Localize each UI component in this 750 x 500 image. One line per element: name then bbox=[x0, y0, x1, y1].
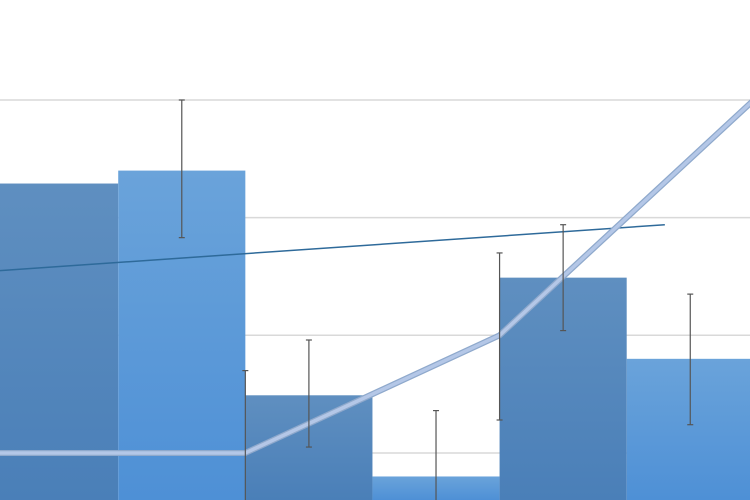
trendline bbox=[0, 223, 665, 272]
error-bars bbox=[178, 99, 694, 500]
trendline-group bbox=[0, 223, 665, 272]
bar bbox=[0, 183, 119, 500]
line-series-group bbox=[0, 99, 750, 456]
bar bbox=[626, 358, 750, 500]
line-series bbox=[0, 101, 750, 455]
